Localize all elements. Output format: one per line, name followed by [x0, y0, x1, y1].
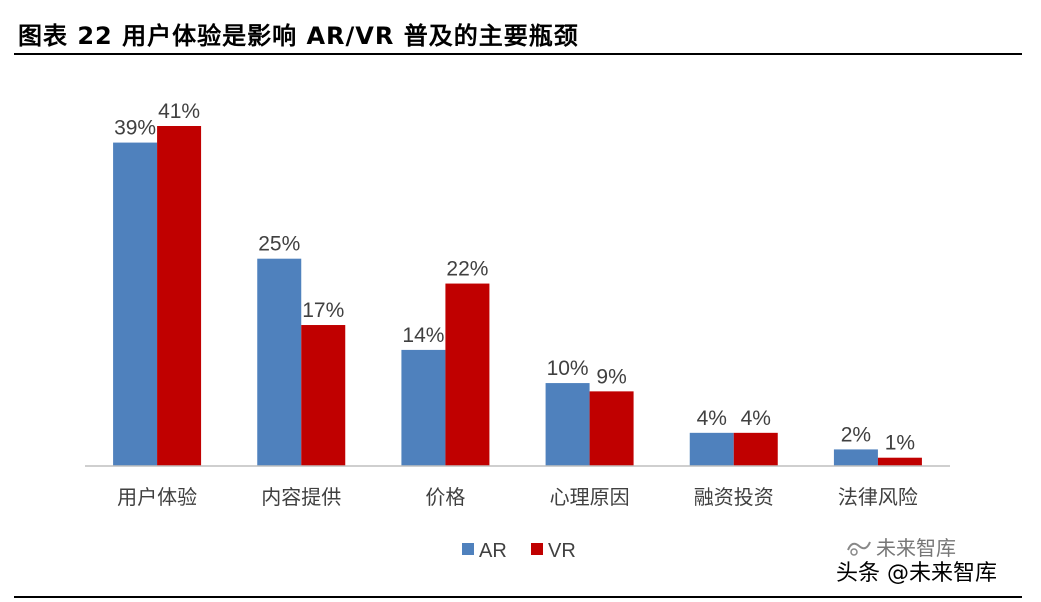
category-labels-group: 用户体验 内容提供 价格 心理原因 融资投资 法律风险: [117, 485, 918, 509]
figure-title: 图表 22 用户体验是影响 AR/VR 普及的主要瓶颈: [18, 22, 579, 50]
category-label-1: 用户体验: [117, 485, 197, 509]
bar-ar-4: [545, 383, 590, 466]
watermark-line2: 头条 @未来智库: [836, 561, 997, 586]
legend-swatch-vr: [531, 543, 543, 555]
data-label-ar-5: 4%: [697, 407, 727, 430]
bar-ar-3: [401, 349, 446, 466]
data-label-ar-1: 39%: [114, 117, 156, 140]
category-label-3: 价格: [425, 485, 465, 509]
data-label-ar-3: 14%: [402, 324, 444, 347]
data-label-vr-1: 41%: [158, 100, 200, 123]
bar-ar-1: [113, 142, 158, 466]
legend-swatch-ar: [462, 543, 474, 555]
watermark-line1: 未来智库: [876, 536, 956, 560]
watermark-logo-icon: [847, 541, 871, 556]
bar-ar-2: [257, 258, 302, 466]
data-label-ar-2: 25%: [258, 233, 300, 256]
category-label-5: 融资投资: [694, 485, 774, 509]
data-label-ar-4: 10%: [547, 357, 589, 380]
bars-group: [113, 126, 922, 466]
legend-label-ar: AR: [479, 540, 507, 562]
category-label-2: 内容提供: [261, 485, 341, 509]
bar-vr-1: [157, 126, 202, 466]
data-label-vr-4: 9%: [596, 365, 626, 388]
bar-vr-6: [877, 457, 922, 466]
category-label-4: 心理原因: [550, 485, 630, 509]
legend-label-vr: VR: [548, 540, 576, 562]
data-label-vr-6: 1%: [885, 432, 915, 455]
bar-vr-5: [733, 432, 778, 466]
data-label-vr-2: 17%: [302, 299, 344, 322]
data-label-vr-5: 4%: [741, 407, 771, 430]
title-underline: [14, 53, 1022, 55]
data-label-ar-6: 2%: [841, 423, 871, 446]
bar-vr-3: [445, 283, 490, 466]
category-label-6: 法律风险: [838, 485, 918, 509]
bar-vr-2: [301, 325, 346, 466]
bar-ar-6: [833, 449, 878, 466]
legend: AR VR: [462, 540, 576, 562]
bottom-rule: [14, 596, 1022, 598]
data-labels-group: 39%41% 25% 17% 14% 22% 10% 9% 4% 4% 2% 1%: [114, 100, 915, 455]
bar-ar-5: [689, 432, 734, 466]
data-label-vr-3: 22%: [446, 258, 488, 281]
bar-vr-4: [589, 391, 634, 466]
